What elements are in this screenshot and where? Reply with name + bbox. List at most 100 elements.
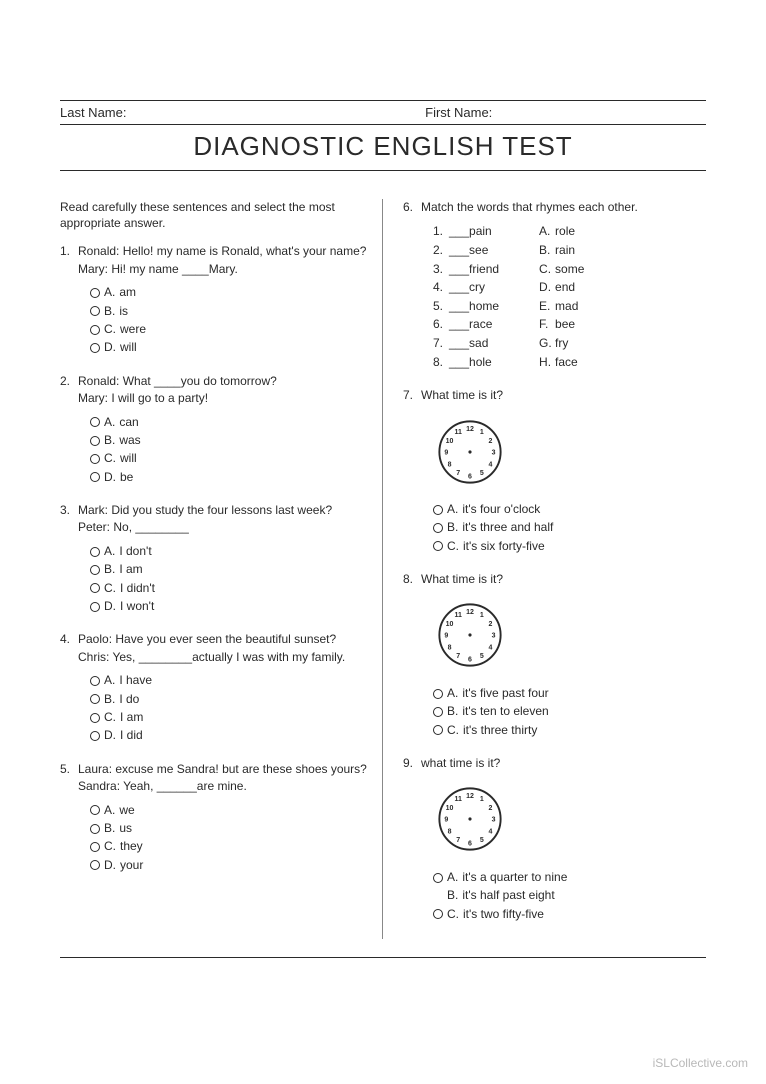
svg-text:11: 11 — [454, 613, 462, 620]
watermark: iSLCollective.com — [653, 1056, 748, 1070]
question-prompt-line: Sandra: Yeah, ______are mine. — [78, 779, 247, 793]
option-text: will — [120, 339, 137, 356]
option[interactable]: C. were — [90, 321, 368, 338]
option-text: were — [120, 321, 146, 338]
svg-text:9: 9 — [444, 633, 448, 640]
option[interactable]: A. it's five past four — [433, 685, 706, 702]
option[interactable]: D. will — [90, 339, 368, 356]
option-letter: B. — [104, 432, 115, 449]
svg-text:7: 7 — [456, 654, 460, 661]
option[interactable]: B. it's ten to eleven — [433, 703, 706, 720]
option-letter: C. — [104, 321, 116, 338]
option[interactable]: B. was — [90, 432, 368, 449]
match-word: role — [555, 224, 575, 238]
option[interactable]: B. I am — [90, 561, 368, 578]
option-text: I am — [119, 561, 142, 578]
radio-icon — [90, 417, 100, 427]
option[interactable]: A. we — [90, 802, 368, 819]
option-text: I did — [120, 727, 143, 744]
match-word: mad — [555, 299, 578, 313]
radio-icon — [90, 824, 100, 834]
option[interactable]: A. can — [90, 414, 368, 431]
option[interactable]: C. I didn't — [90, 580, 368, 597]
match-word: ___hole — [449, 355, 492, 369]
option-text: am — [119, 284, 136, 301]
option-letter: B. — [447, 519, 458, 536]
option[interactable]: C. I am — [90, 709, 368, 726]
match-letter: A. — [539, 222, 555, 241]
clock-icon: 121234567891011 — [435, 600, 505, 670]
radio-icon — [90, 860, 100, 870]
match-right-item: B.rain — [539, 241, 584, 260]
question-prompt: What time is it? — [421, 388, 503, 402]
option[interactable]: B. us — [90, 820, 368, 837]
match-word: end — [555, 280, 575, 294]
svg-text:8: 8 — [448, 461, 452, 468]
left-column: Read carefully these sentences and selec… — [60, 199, 383, 939]
match-word: ___friend — [449, 262, 499, 276]
question-9: 9.what time is it? 121234567891011 A. it… — [403, 755, 706, 923]
option[interactable]: C. it's two fifty-five — [433, 906, 706, 923]
option-letter: B. — [447, 703, 458, 720]
radio-icon — [90, 694, 100, 704]
option[interactable]: A. I don't — [90, 543, 368, 560]
page-title: DIAGNOSTIC ENGLISH TEST — [60, 125, 706, 171]
question-prompt-line: Chris: Yes, ________actually I was with … — [78, 650, 345, 664]
radio-icon — [433, 689, 443, 699]
instructions: Read carefully these sentences and selec… — [60, 199, 368, 231]
option-letter: A. — [447, 685, 458, 702]
radio-icon — [90, 325, 100, 335]
option-letter: A. — [104, 414, 115, 431]
svg-text:11: 11 — [454, 797, 462, 804]
option-letter: B. — [447, 887, 458, 904]
question-1: 1.Ronald: Hello! my name is Ronald, what… — [60, 243, 368, 356]
option[interactable]: D. I won't — [90, 598, 368, 615]
svg-text:9: 9 — [444, 449, 448, 456]
match-letter: E. — [539, 297, 555, 316]
option[interactable]: B. is — [90, 303, 368, 320]
match-left-item: 5.___home — [433, 297, 499, 316]
option-text: we — [119, 802, 134, 819]
option-text: they — [120, 838, 143, 855]
option[interactable]: C. it's three thirty — [433, 722, 706, 739]
match-word: ___cry — [449, 280, 485, 294]
radio-icon — [90, 583, 100, 593]
name-header: Last Name: First Name: — [60, 100, 706, 125]
option-text: it's three thirty — [463, 722, 537, 739]
svg-text:1: 1 — [480, 429, 484, 436]
option[interactable]: D. be — [90, 469, 368, 486]
option[interactable]: B. it's three and half — [433, 519, 706, 536]
question-number: 9. — [403, 755, 421, 772]
question-prompt-line: Paolo: Have you ever seen the beautiful … — [78, 632, 336, 646]
option[interactable]: D. your — [90, 857, 368, 874]
match-letter: D. — [539, 278, 555, 297]
option-letter: A. — [104, 672, 115, 689]
option[interactable]: C. they — [90, 838, 368, 855]
svg-text:8: 8 — [448, 645, 452, 652]
option[interactable]: C. will — [90, 450, 368, 467]
option[interactable]: A. it's four o'clock — [433, 501, 706, 518]
option[interactable]: B. it's half past eight — [433, 887, 706, 904]
question-prompt-line: Peter: No, ________ — [78, 520, 189, 534]
first-name-label: First Name: — [425, 105, 706, 120]
svg-text:6: 6 — [468, 841, 472, 848]
option-text: it's a quarter to nine — [462, 869, 567, 886]
option[interactable]: C. it's six forty-five — [433, 538, 706, 555]
option[interactable]: D. I did — [90, 727, 368, 744]
question-prompt: what time is it? — [421, 756, 500, 770]
option[interactable]: B. I do — [90, 691, 368, 708]
option[interactable]: A. it's a quarter to nine — [433, 869, 706, 886]
svg-text:2: 2 — [489, 805, 493, 812]
radio-icon — [90, 713, 100, 723]
match-num: 2. — [433, 241, 449, 260]
radio-icon — [433, 707, 443, 717]
option[interactable]: A. am — [90, 284, 368, 301]
question-6: 6.Match the words that rhymes each other… — [403, 199, 706, 371]
match-grid: 1.___pain2.___see3.___friend4.___cry5.__… — [421, 222, 706, 371]
option-text: it's three and half — [462, 519, 553, 536]
match-word: face — [555, 355, 578, 369]
option[interactable]: A. I have — [90, 672, 368, 689]
clock-icon: 121234567891011 — [435, 417, 505, 487]
svg-text:11: 11 — [454, 429, 462, 436]
radio-placeholder — [433, 891, 443, 901]
